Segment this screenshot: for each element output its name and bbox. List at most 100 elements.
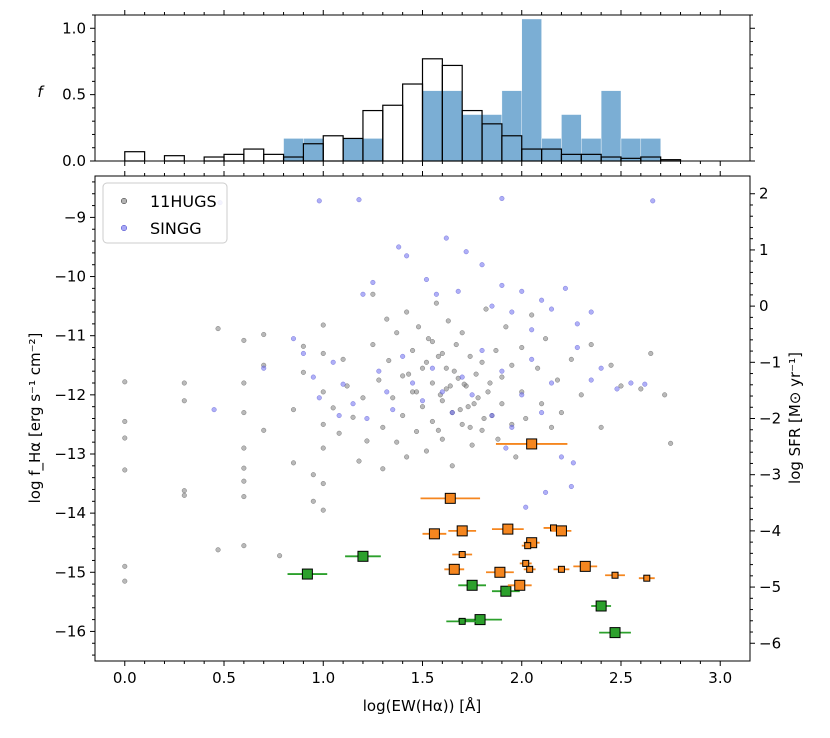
- singg-point: [410, 380, 416, 386]
- singg-point: [404, 253, 410, 259]
- histogram-panel: 0.0 0.5 1.0 f: [37, 10, 755, 170]
- singg-point: [340, 381, 346, 387]
- hugs-point: [122, 418, 128, 425]
- hugs-point: [439, 436, 445, 442]
- y-tick-label: −12: [54, 386, 86, 404]
- hugs-point: [380, 466, 386, 472]
- singg-point: [455, 288, 461, 294]
- hugs-point: [473, 371, 479, 377]
- hugs-point: [435, 353, 441, 359]
- hugs-point: [376, 377, 382, 383]
- singg-point: [356, 197, 362, 203]
- hugs-point: [548, 424, 555, 430]
- singg-bar: [541, 138, 562, 162]
- hugs-point: [443, 386, 449, 392]
- hugs-point: [578, 392, 584, 398]
- singg-point: [463, 249, 469, 255]
- singg-point: [614, 386, 620, 392]
- hugs-point: [181, 492, 187, 498]
- hugs-point: [350, 414, 356, 420]
- hugs-point: [320, 350, 326, 356]
- y-tick-label: −10: [54, 268, 86, 286]
- hugs-point: [290, 407, 297, 413]
- hugs-bar: [124, 151, 146, 162]
- hugs-point: [453, 342, 459, 348]
- hugs-point: [241, 337, 247, 343]
- singg-point: [479, 347, 485, 354]
- singg-bar: [422, 90, 443, 162]
- orange-point-marker: [444, 492, 456, 504]
- hugs-point: [386, 357, 392, 364]
- singg-point: [503, 445, 509, 451]
- y-tick-label: −14: [54, 504, 86, 522]
- hugs-point: [330, 405, 336, 411]
- x-tick-label: 2.5: [609, 669, 633, 687]
- hugs-point: [469, 442, 475, 448]
- hugs-bar: [163, 155, 185, 162]
- hugs-point: [443, 365, 449, 371]
- singg-point: [316, 198, 322, 204]
- hugs-point: [509, 362, 515, 368]
- hugs-point: [419, 404, 426, 410]
- singg-bar: [620, 138, 642, 162]
- hugs-point: [668, 440, 674, 446]
- orange-point-marker: [502, 523, 514, 535]
- hugs-point: [320, 389, 326, 395]
- singg-point: [574, 344, 580, 351]
- hugs-point: [493, 347, 499, 354]
- hugs-point: [241, 494, 247, 500]
- singg-point: [376, 368, 382, 374]
- singg-point: [650, 198, 656, 204]
- hugs-point: [588, 342, 594, 348]
- hugs-point: [439, 398, 445, 404]
- hugs-point: [261, 331, 267, 338]
- right-tick-label: 2: [759, 185, 769, 203]
- hugs-point: [439, 350, 445, 356]
- hugs-point: [539, 401, 545, 407]
- singg-point: [543, 489, 549, 495]
- hugs-point: [370, 291, 376, 297]
- histogram-y-ticks: 0.0 0.5 1.0: [62, 14, 755, 170]
- hugs-point: [241, 465, 247, 471]
- orange-point-marker: [428, 528, 440, 540]
- hugs-point: [465, 404, 471, 410]
- hugs-point: [451, 368, 457, 374]
- singg-histogram: [283, 18, 661, 162]
- orange-point-marker: [494, 566, 506, 578]
- hugs-point: [413, 428, 420, 435]
- singg-point: [300, 350, 306, 356]
- legend-label-singg: SINGG: [150, 219, 202, 238]
- right-tick-label: −5: [759, 578, 781, 596]
- orange-point-marker: [557, 565, 565, 573]
- hugs-point: [181, 380, 187, 386]
- hugs-point: [461, 381, 467, 387]
- orange-point-marker: [643, 574, 651, 582]
- hugs-point: [336, 430, 342, 436]
- hugs-point: [320, 481, 326, 487]
- hugs-point: [433, 300, 439, 306]
- singg-bar: [442, 90, 463, 162]
- hugs-point: [300, 369, 306, 375]
- singg-point: [439, 389, 445, 395]
- singg-point: [459, 374, 465, 380]
- hugs-point: [503, 324, 509, 330]
- singg-bar: [501, 90, 522, 162]
- orange-point-marker: [522, 559, 530, 567]
- hugs-point: [513, 454, 519, 460]
- green-points: [287, 550, 631, 639]
- hugs-point: [370, 342, 376, 348]
- green-point-marker: [500, 585, 512, 597]
- orange-point-marker: [524, 542, 532, 550]
- hugs-point: [404, 309, 410, 315]
- hugs-point: [384, 316, 390, 322]
- singg-bar: [303, 138, 324, 162]
- histogram-y-tick-label: 0.0: [62, 152, 86, 170]
- hugs-point: [241, 445, 247, 451]
- singg-bar: [461, 114, 483, 162]
- hugs-point: [122, 379, 128, 385]
- hugs-point: [241, 410, 247, 416]
- hugs-point: [400, 373, 406, 379]
- y-axis-label-right: log SFR [M⊙ yr⁻¹]: [786, 352, 804, 484]
- singg-point: [489, 303, 495, 309]
- hugs-point: [429, 418, 435, 425]
